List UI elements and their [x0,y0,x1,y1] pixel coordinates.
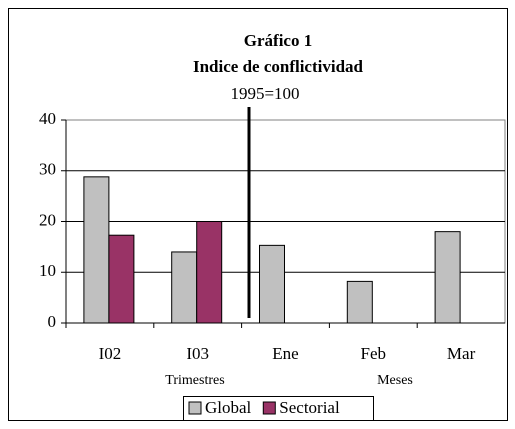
x-tick-label: Feb [361,344,387,363]
legend-label: Sectorial [279,398,340,417]
y-tick-label: 10 [39,261,56,280]
y-tick-label: 40 [39,109,56,128]
bar [196,221,223,324]
chart-title: Gráfico 1 [244,31,312,50]
chart-note: 1995=100 [230,84,299,103]
group-label: Trimestres [165,373,224,388]
x-tick-label: Ene [272,344,298,363]
y-tick-label: 20 [39,210,56,229]
bar [171,251,198,324]
group-label: Meses [377,373,413,388]
x-tick-label: Mar [447,344,476,363]
bar [259,244,285,324]
x-tick-label: I02 [99,344,122,363]
bar [346,280,373,324]
y-tick-label: 0 [48,312,57,331]
legend-swatch [188,401,202,415]
legend-swatch [262,401,276,415]
y-tick-label: 30 [39,160,56,179]
legend-box [183,396,374,421]
chart-subtitle: Indice de conflictividad [193,57,364,76]
x-tick-label: I03 [186,344,209,363]
bar [434,231,461,324]
bar [108,234,135,324]
bar [83,176,110,324]
legend-label: Global [205,398,252,417]
